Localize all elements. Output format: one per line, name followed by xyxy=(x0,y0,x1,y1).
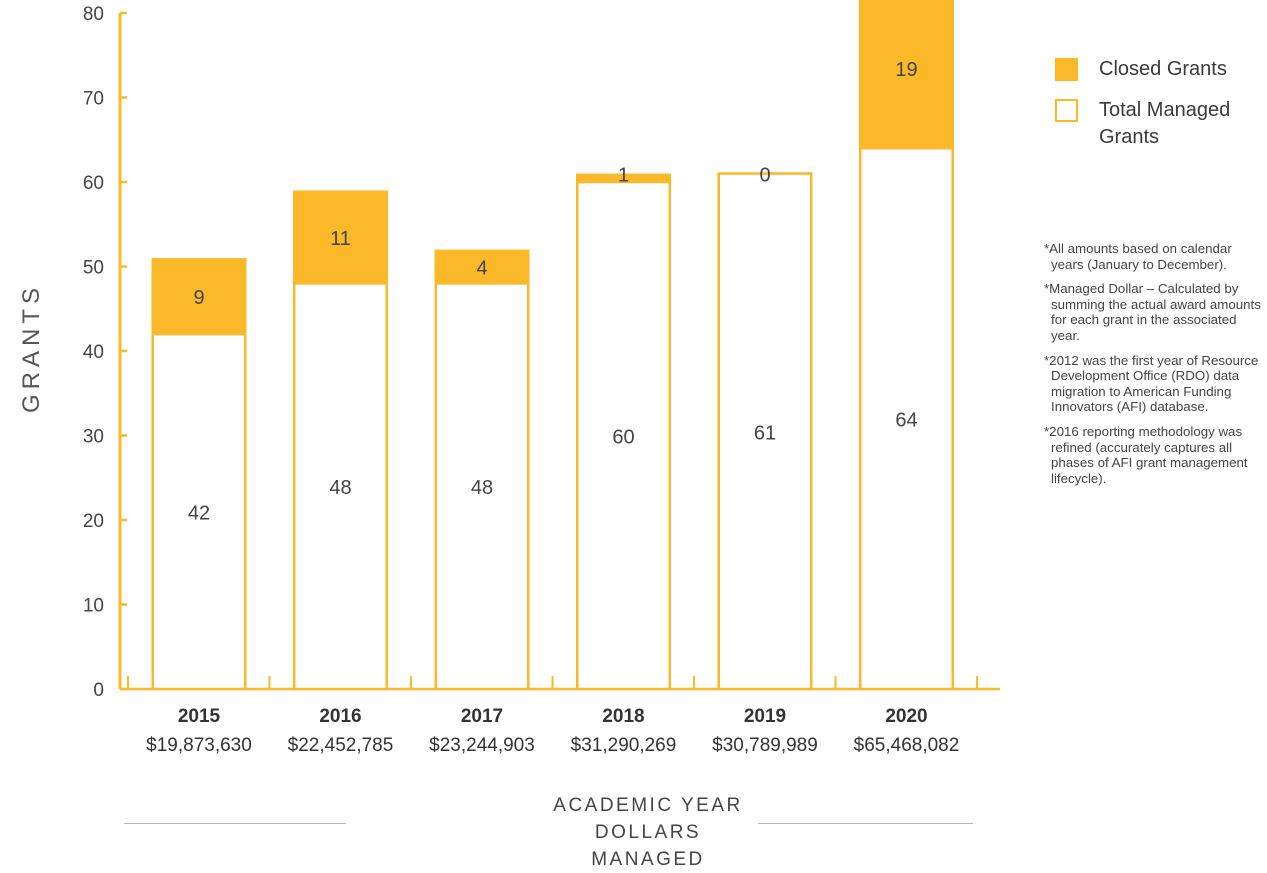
closed-swatch-icon xyxy=(1055,58,1078,81)
y-tick-label: 0 xyxy=(93,680,104,701)
x-tick-label-year: 2018 xyxy=(602,706,644,727)
y-axis-title: GRANTS xyxy=(18,282,45,414)
closed-grants-value-label: 11 xyxy=(330,228,351,250)
footnote: *Managed Dollar – Calculated by summing … xyxy=(1044,281,1261,343)
legend: Closed Grants Total Managed Grants xyxy=(1055,56,1265,165)
x-tick-label-dollars: $31,290,269 xyxy=(571,735,677,756)
closed-grants-value-label: 4 xyxy=(476,258,487,280)
footnote: *2012 was the first year of Resource Dev… xyxy=(1044,352,1259,415)
closed-grants-bar xyxy=(434,249,530,284)
total-grants-value-label: 42 xyxy=(188,503,210,525)
x-axis-title-rule-right xyxy=(758,823,973,824)
total-swatch-icon xyxy=(1055,99,1078,122)
y-tick-label: 60 xyxy=(83,173,104,194)
x-tick-label-year: 2017 xyxy=(461,706,503,727)
total-grants-bar xyxy=(151,332,247,691)
closed-grants-bar xyxy=(151,258,247,335)
x-axis-title-rule-left xyxy=(124,823,346,824)
legend-item-total: Total Managed Grants xyxy=(1055,97,1265,151)
x-tick-label-dollars: $23,244,903 xyxy=(429,735,535,756)
x-tick-label-year: 2020 xyxy=(885,706,927,727)
x-tick-label-dollars: $30,789,989 xyxy=(712,735,818,756)
y-tick-label: 20 xyxy=(83,511,104,532)
total-grants-bar xyxy=(717,172,813,691)
closed-grants-value-label: 19 xyxy=(895,59,917,81)
total-grants-bar xyxy=(859,146,954,691)
x-axis-title-line-2: DOLLARS MANAGED xyxy=(591,822,705,870)
closed-grants-value-label: 0 xyxy=(759,165,770,187)
closed-grants-bar xyxy=(576,173,671,182)
closed-grants-value-label: 1 xyxy=(618,165,629,187)
legend-total-label: Total Managed Grants xyxy=(1099,99,1231,148)
x-axis-title: ACADEMIC YEAR DOLLARS MANAGED xyxy=(548,792,748,873)
y-tick-label: 30 xyxy=(83,427,104,448)
legend-item-closed: Closed Grants xyxy=(1055,56,1265,83)
closed-grants-bar xyxy=(293,190,388,284)
total-grants-bar xyxy=(293,282,388,691)
total-grants-value-label: 48 xyxy=(329,477,351,499)
x-tick-label-year: 2015 xyxy=(178,706,221,727)
y-tick-label: 80 xyxy=(83,4,104,25)
legend-closed-label: Closed Grants xyxy=(1099,58,1227,80)
total-grants-value-label: 60 xyxy=(612,427,634,449)
footnotes: *All amounts based on calendar years (Ja… xyxy=(1044,241,1264,495)
x-tick-label-dollars: $65,468,082 xyxy=(854,735,960,756)
x-axis-title-line-1: ACADEMIC YEAR xyxy=(553,795,743,816)
footnote: *All amounts based on calendar years (Ja… xyxy=(1044,241,1232,272)
y-tick-label: 10 xyxy=(83,596,104,617)
footnote: *2016 reporting methodology was refined … xyxy=(1044,423,1248,486)
x-tick-label-year: 2016 xyxy=(319,706,361,727)
y-tick-label: 40 xyxy=(83,342,104,363)
closed-grants-value-label: 9 xyxy=(193,287,204,309)
total-grants-bar xyxy=(576,180,671,691)
x-tick-label-year: 2019 xyxy=(744,706,786,727)
total-grants-value-label: 64 xyxy=(895,410,917,432)
y-tick-label: 70 xyxy=(83,89,104,110)
total-grants-value-label: 61 xyxy=(754,422,776,444)
total-grants-bar xyxy=(434,282,530,691)
y-tick-label: 50 xyxy=(83,258,104,279)
total-grants-value-label: 48 xyxy=(471,477,493,499)
closed-grants-bar xyxy=(859,0,954,149)
x-tick-label-dollars: $19,873,630 xyxy=(146,735,252,756)
x-tick-label-dollars: $22,452,785 xyxy=(288,735,394,756)
